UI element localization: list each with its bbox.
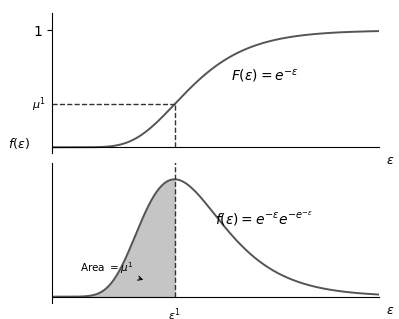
Text: Area $=\mu^1$: Area $=\mu^1$	[81, 260, 142, 280]
Text: $f(\varepsilon)$: $f(\varepsilon)$	[8, 137, 30, 152]
Text: $f(\varepsilon)=e^{-\varepsilon}e^{-e^{-\varepsilon}}$: $f(\varepsilon)=e^{-\varepsilon}e^{-e^{-…	[215, 210, 314, 228]
Text: $\varepsilon^1$: $\varepsilon^1$	[168, 163, 181, 180]
Text: $\mu^1$: $\mu^1$	[32, 95, 46, 114]
Text: $\varepsilon$: $\varepsilon$	[385, 304, 394, 316]
Text: $\varepsilon$: $\varepsilon$	[385, 154, 394, 167]
Text: $\varepsilon^1$: $\varepsilon^1$	[168, 307, 181, 319]
Text: $F(\varepsilon)=e^{-\varepsilon}$: $F(\varepsilon)=e^{-\varepsilon}$	[231, 67, 298, 85]
Text: $F(\varepsilon)$: $F(\varepsilon)$	[7, 0, 32, 2]
